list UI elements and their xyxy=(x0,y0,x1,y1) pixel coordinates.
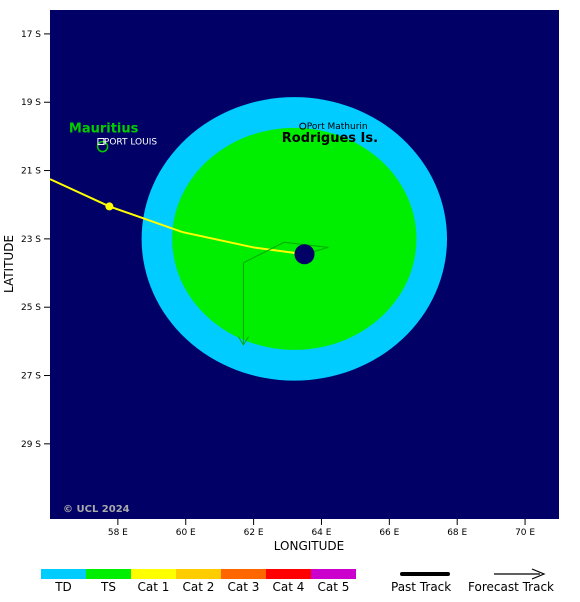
port-mathurin-label: Port Mathurin xyxy=(307,122,368,132)
lat-tick-label: 29 S xyxy=(21,440,41,450)
legend-label-cat-1: Cat 1 xyxy=(137,580,170,594)
lat-tick-label: 17 S xyxy=(21,30,41,40)
tropical-storm-wind-field xyxy=(172,127,417,350)
lat-tick-label: 27 S xyxy=(21,372,41,382)
legend-swatch-cat-4 xyxy=(266,569,311,579)
legend-swatch-cat-2 xyxy=(176,569,221,579)
lat-tick-label: 23 S xyxy=(21,235,41,245)
lat-tick-label: 19 S xyxy=(21,98,41,108)
rodrigues-label: Rodrigues Is. xyxy=(282,131,378,146)
axes: 58 E 60 E 62 E 64 E 66 E 68 E 70 E 17 S 19 S 21 S… xyxy=(21,30,535,538)
lon-tick-label: 62 E xyxy=(244,528,264,538)
mauritius-island xyxy=(96,140,109,153)
legend-label-cat-5: Cat 5 xyxy=(317,580,350,594)
legend-swatch-cat-3 xyxy=(221,569,266,579)
legend-swatch-td xyxy=(41,569,86,579)
legend-label-ts: TS xyxy=(101,580,116,594)
lon-tick-label: 66 E xyxy=(379,528,399,538)
port-louis-marker xyxy=(97,138,105,146)
forecast-track-legend-arrowhead-icon xyxy=(531,568,546,580)
past-track-legend-label: Past Track xyxy=(391,580,452,594)
lon-tick-label: 58 E xyxy=(108,528,128,538)
past-track-point xyxy=(105,202,114,211)
legend-label-cat-2: Cat 2 xyxy=(182,580,215,594)
legend-swatch-cat-5 xyxy=(311,569,356,579)
islands xyxy=(96,122,307,153)
lat-tick-label: 25 S xyxy=(21,303,41,313)
legend-swatch-cat-1 xyxy=(131,569,176,579)
legend-label-td: TD xyxy=(55,580,72,594)
lon-tick-label: 68 E xyxy=(447,528,467,538)
copyright-label: © UCL 2024 xyxy=(63,504,130,515)
x-axis-label: LONGITUDE xyxy=(274,539,344,553)
lat-tick-label: 21 S xyxy=(21,167,41,177)
wind-fields xyxy=(141,97,448,381)
tracks xyxy=(49,178,329,346)
legend-label-cat-3: Cat 3 xyxy=(227,580,260,594)
forecast-track-legend-label: Forecast Track xyxy=(468,580,554,594)
mauritius-label: Mauritius xyxy=(69,122,139,137)
port-louis-label: PORT LOUIS xyxy=(104,138,157,148)
legend-label-cat-4: Cat 4 xyxy=(272,580,305,594)
forecast-arrowhead xyxy=(237,336,249,346)
port-mathurin-marker xyxy=(299,122,307,130)
past-track-line xyxy=(49,178,305,256)
storm-center-icon xyxy=(294,244,315,265)
lon-tick-label: 64 E xyxy=(311,528,331,538)
legend-swatch-ts xyxy=(86,569,131,579)
y-axis-label: LATITUDE xyxy=(2,235,16,293)
forecast-track-line xyxy=(242,241,329,345)
lon-tick-label: 60 E xyxy=(176,528,196,538)
lon-tick-label: 70 E xyxy=(515,528,535,538)
